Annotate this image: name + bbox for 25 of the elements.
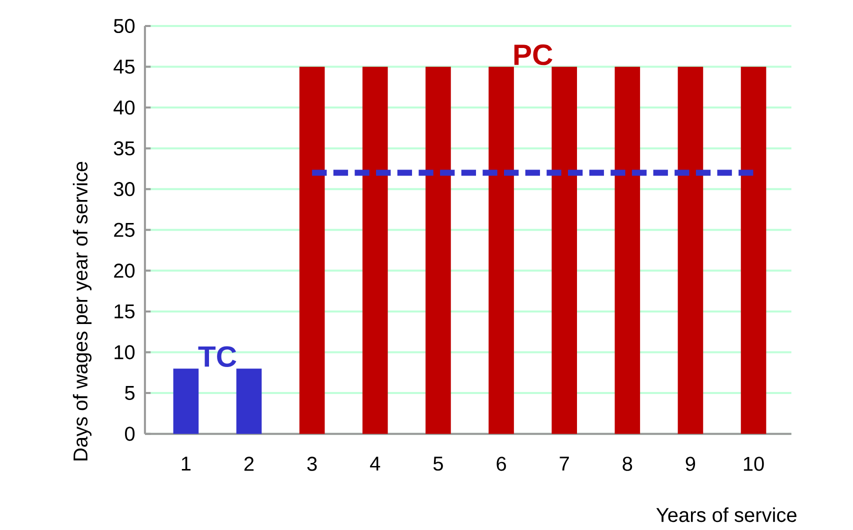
y-tick-label: 5 bbox=[125, 386, 135, 400]
y-axis-title: Days of wages per year of service bbox=[72, 162, 92, 461]
x-axis-title: Years of service bbox=[656, 508, 796, 522]
y-tick-label: 0 bbox=[125, 426, 135, 441]
x-tick-label: 10 bbox=[744, 456, 764, 471]
x-tick-label: 9 bbox=[686, 456, 696, 471]
y-tick-label: 30 bbox=[114, 182, 135, 196]
y-tick-label: 10 bbox=[114, 345, 135, 360]
y-tick-label: 15 bbox=[114, 304, 135, 319]
series-label: TC bbox=[198, 346, 236, 368]
x-tick-label: 2 bbox=[244, 456, 254, 471]
series-label: PC bbox=[514, 44, 552, 66]
y-tick-label: 45 bbox=[114, 60, 135, 74]
y-tick-label: 20 bbox=[114, 264, 135, 278]
x-tick-label: 8 bbox=[622, 456, 632, 471]
x-tick-label: 6 bbox=[496, 456, 506, 471]
y-tick-label: 35 bbox=[114, 141, 135, 156]
x-tick-label: 1 bbox=[182, 456, 191, 471]
y-tick-label: 40 bbox=[114, 100, 135, 115]
y-tick-label: 50 bbox=[114, 19, 135, 34]
y-tick-label: 25 bbox=[114, 222, 135, 238]
x-tick-label: 5 bbox=[433, 456, 443, 471]
x-tick-label: 7 bbox=[560, 456, 569, 471]
x-tick-label: 3 bbox=[307, 456, 317, 471]
x-tick-label: 4 bbox=[370, 456, 380, 471]
